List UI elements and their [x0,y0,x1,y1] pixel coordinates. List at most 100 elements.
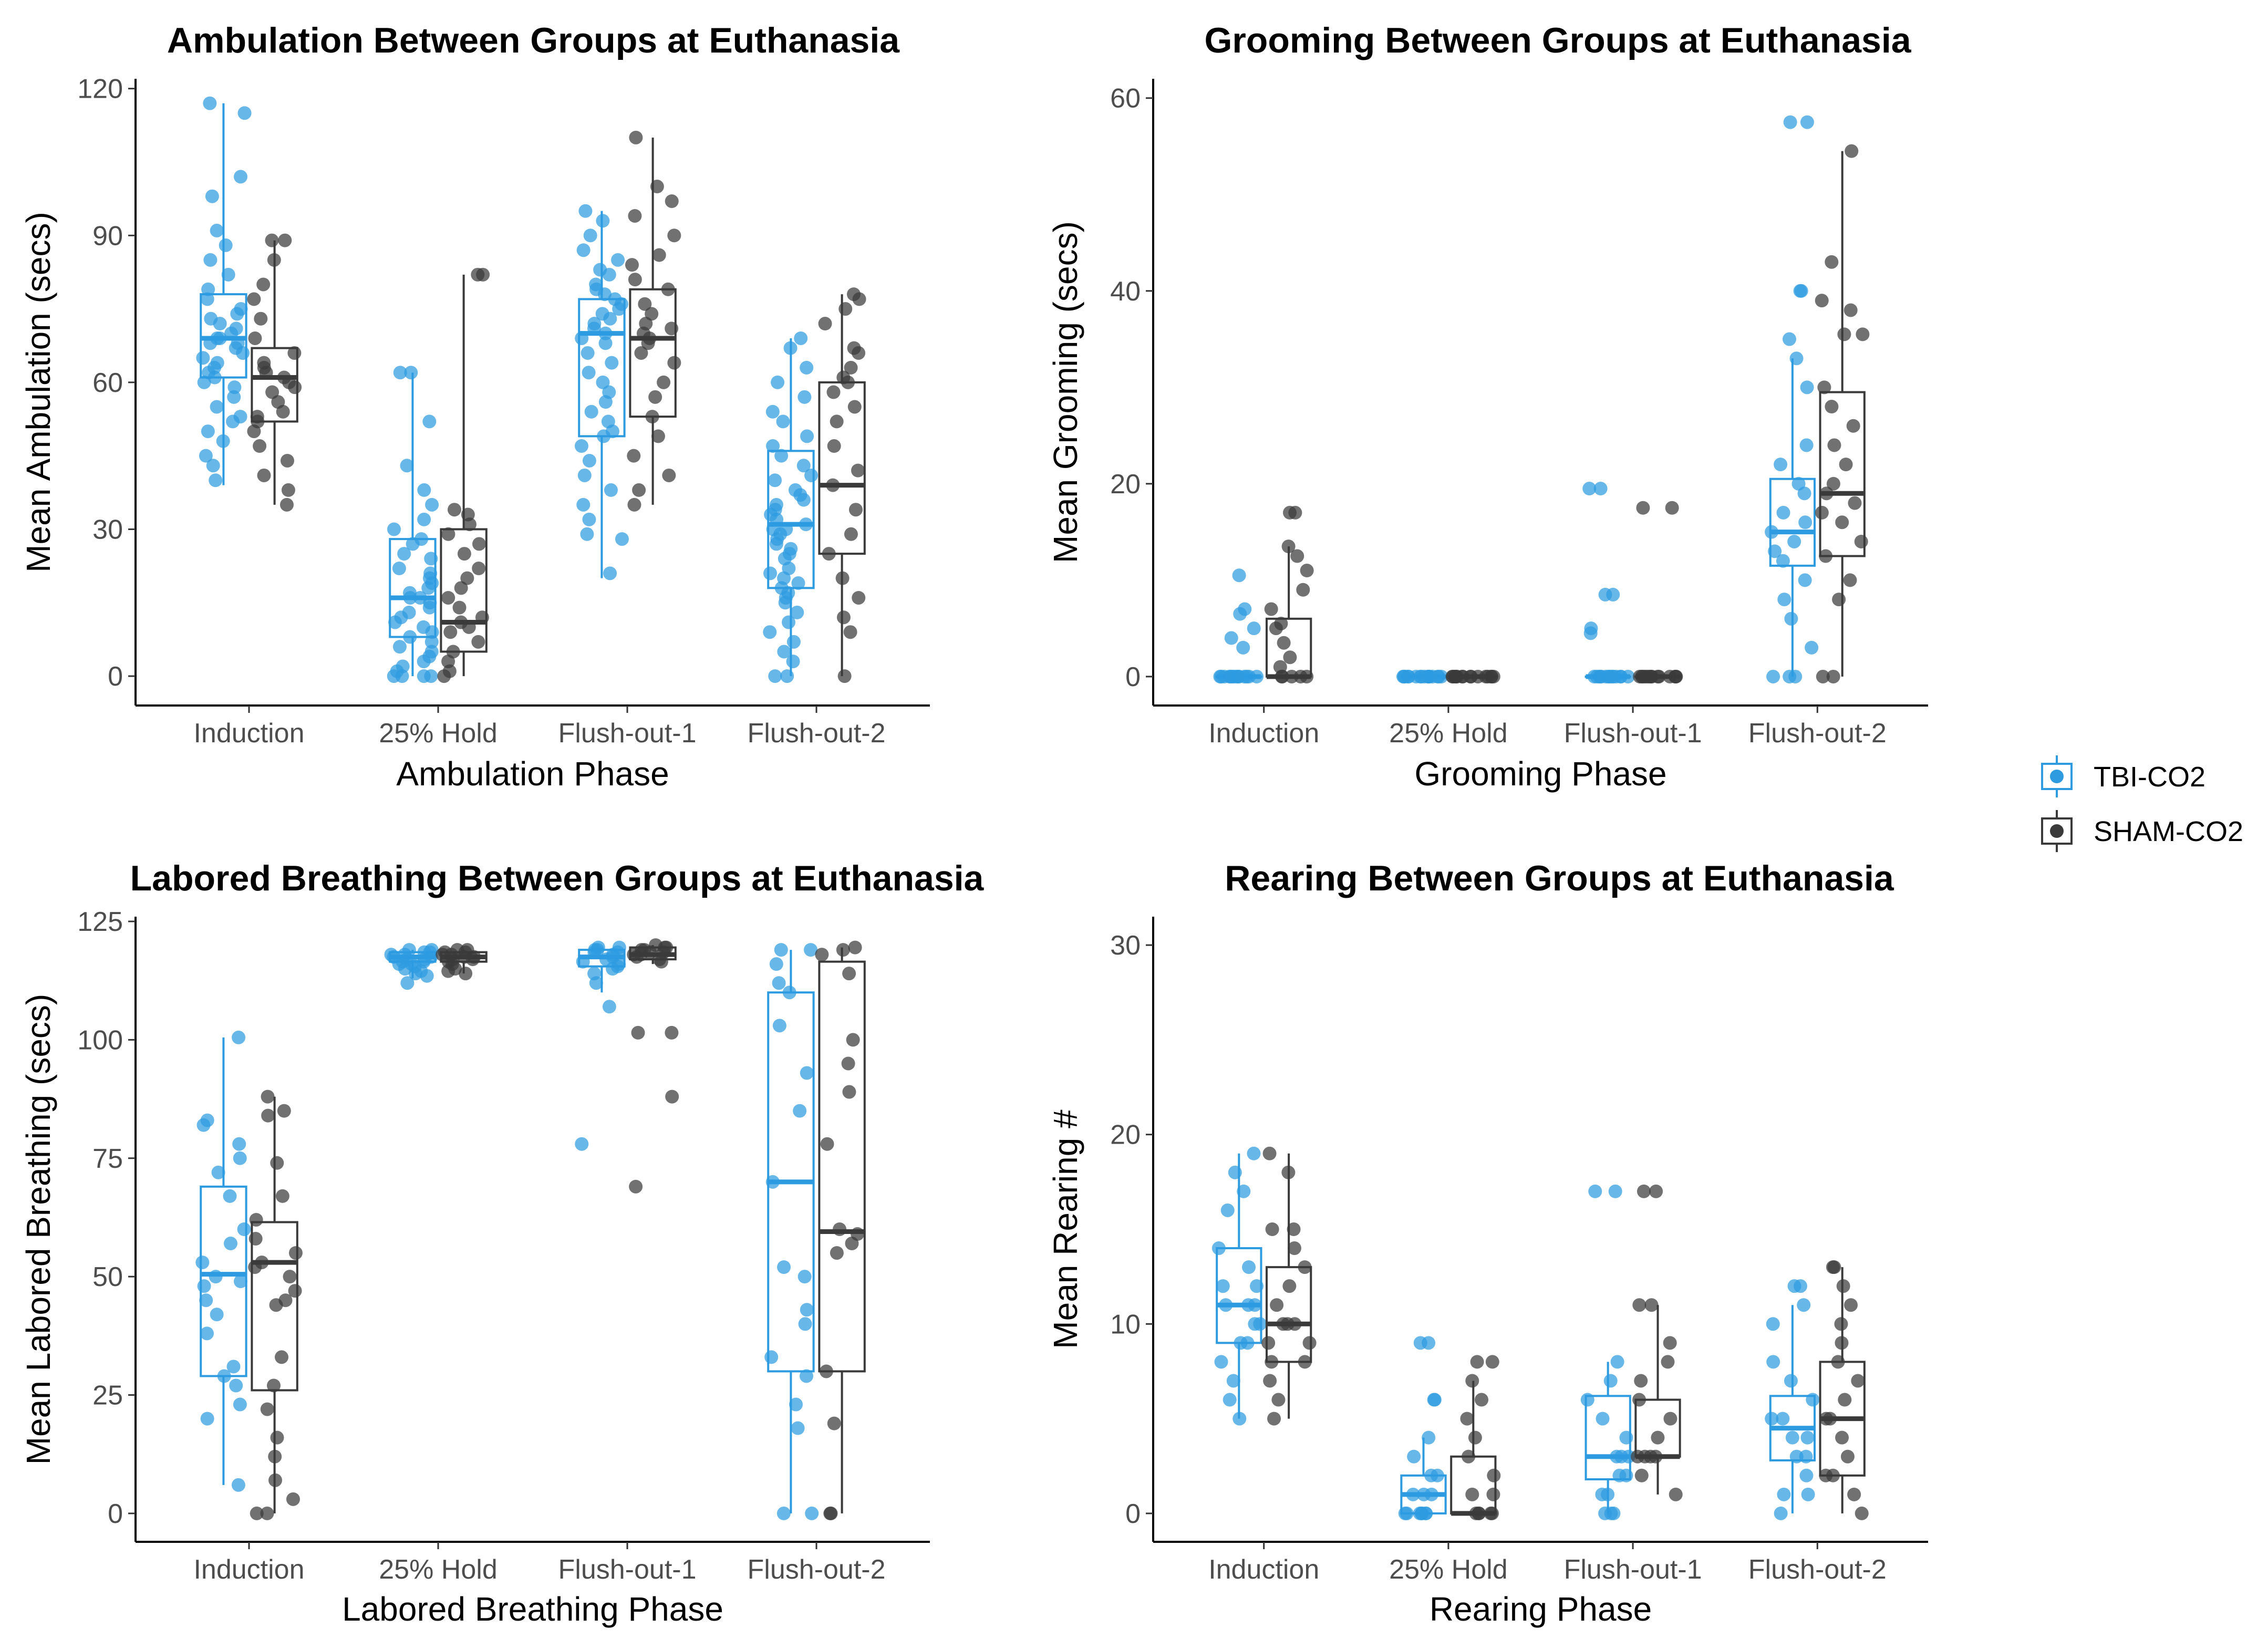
data-point [576,243,591,257]
data-point [766,439,780,453]
data-point [1248,1317,1262,1331]
y-tick-label: 75 [92,1144,123,1174]
y-tick-label: 120 [77,74,123,105]
data-point [231,1478,245,1492]
data-point [1219,1298,1233,1312]
y-tick-label: 10 [1110,1309,1141,1340]
data-point [780,669,794,683]
data-point [804,943,818,957]
data-point [1636,501,1650,515]
data-point [1776,505,1790,520]
data-point [1470,1355,1484,1369]
data-point [1793,284,1807,298]
x-tick-label: Flush-out-1 [558,718,697,749]
data-point [283,1270,297,1284]
data-point [843,625,857,639]
data-point [1832,593,1846,607]
data-point [1211,1241,1226,1256]
x-tick-label: 25% Hold [1389,718,1507,749]
x-axis-title: Grooming Phase [1414,755,1666,793]
x-tick-label: Induction [193,718,304,749]
panel-1: Ambulation Between Groups at Euthanasia 0… [19,20,930,793]
data-point [443,625,458,639]
data-point [1661,1355,1675,1369]
data-point [1275,669,1289,683]
data-point [1588,1184,1602,1198]
data-point [1845,144,1859,158]
data-point [1800,115,1814,129]
data-point [265,233,279,247]
data-point [1233,1412,1247,1426]
data-point [612,302,626,316]
data-point [424,552,438,566]
data-point [232,1137,246,1151]
data-point [1784,1374,1798,1388]
data-point [1264,602,1278,616]
data-point [798,390,812,404]
data-point [422,414,437,429]
data-point [459,967,473,981]
data-point [605,356,619,370]
data-point [203,96,217,110]
data-point [1265,1222,1279,1236]
data-point [1816,669,1830,683]
data-point [764,1350,779,1364]
data-point [638,297,652,311]
data-point [216,434,230,448]
data-point [583,229,597,243]
data-point [460,571,474,585]
data-point [1296,583,1310,597]
data-point [1290,549,1304,563]
data-point [778,596,792,610]
data-point [471,635,485,649]
data-point [1663,1336,1677,1350]
data-point [1593,482,1608,496]
data-point [288,380,302,395]
data-point [454,581,468,595]
data-point [226,1360,241,1374]
data-point [472,562,486,576]
data-point [417,655,431,669]
data-point [632,483,646,497]
data-point [1787,1279,1801,1293]
data-point [790,605,804,619]
data-point [1774,458,1788,472]
y-tick-label: 0 [1125,1499,1141,1529]
legend: TBI-CO2 SHAM-CO2 [2041,755,2243,852]
data-point [392,640,407,654]
data-point [596,375,610,389]
data-point [1799,1468,1814,1482]
data-point [791,576,805,590]
y-tick-label: 30 [1110,930,1141,961]
data-point [789,1397,803,1412]
data-point [1580,1393,1594,1407]
data-point [827,1416,841,1430]
data-point [1267,1412,1281,1426]
data-point [665,1025,679,1040]
data-point [800,429,814,443]
data-point [441,964,455,978]
data-point [665,1090,679,1104]
data-point [270,1156,284,1170]
data-point [662,468,676,482]
data-point [200,1412,214,1426]
data-point [783,341,798,355]
data-point [1835,1430,1849,1445]
data-point [629,950,644,964]
data-point [465,952,480,967]
data-point [793,1104,807,1118]
data-point [584,404,598,419]
chart-title: Labored Breathing Between Groups at Euth… [130,858,985,898]
data-point [1766,1317,1780,1331]
x-tick-label: Flush-out-1 [1564,718,1702,749]
data-point [248,1232,263,1246]
data-point [667,356,681,370]
x-tick-label: 25% Hold [379,718,497,749]
data-point [777,1260,791,1274]
data-point [1220,1203,1235,1217]
data-point [1606,587,1620,601]
data-point [1797,486,1811,501]
data-point [1214,1355,1228,1369]
data-point [1801,1487,1815,1501]
y-tick-label: 0 [108,1499,123,1529]
